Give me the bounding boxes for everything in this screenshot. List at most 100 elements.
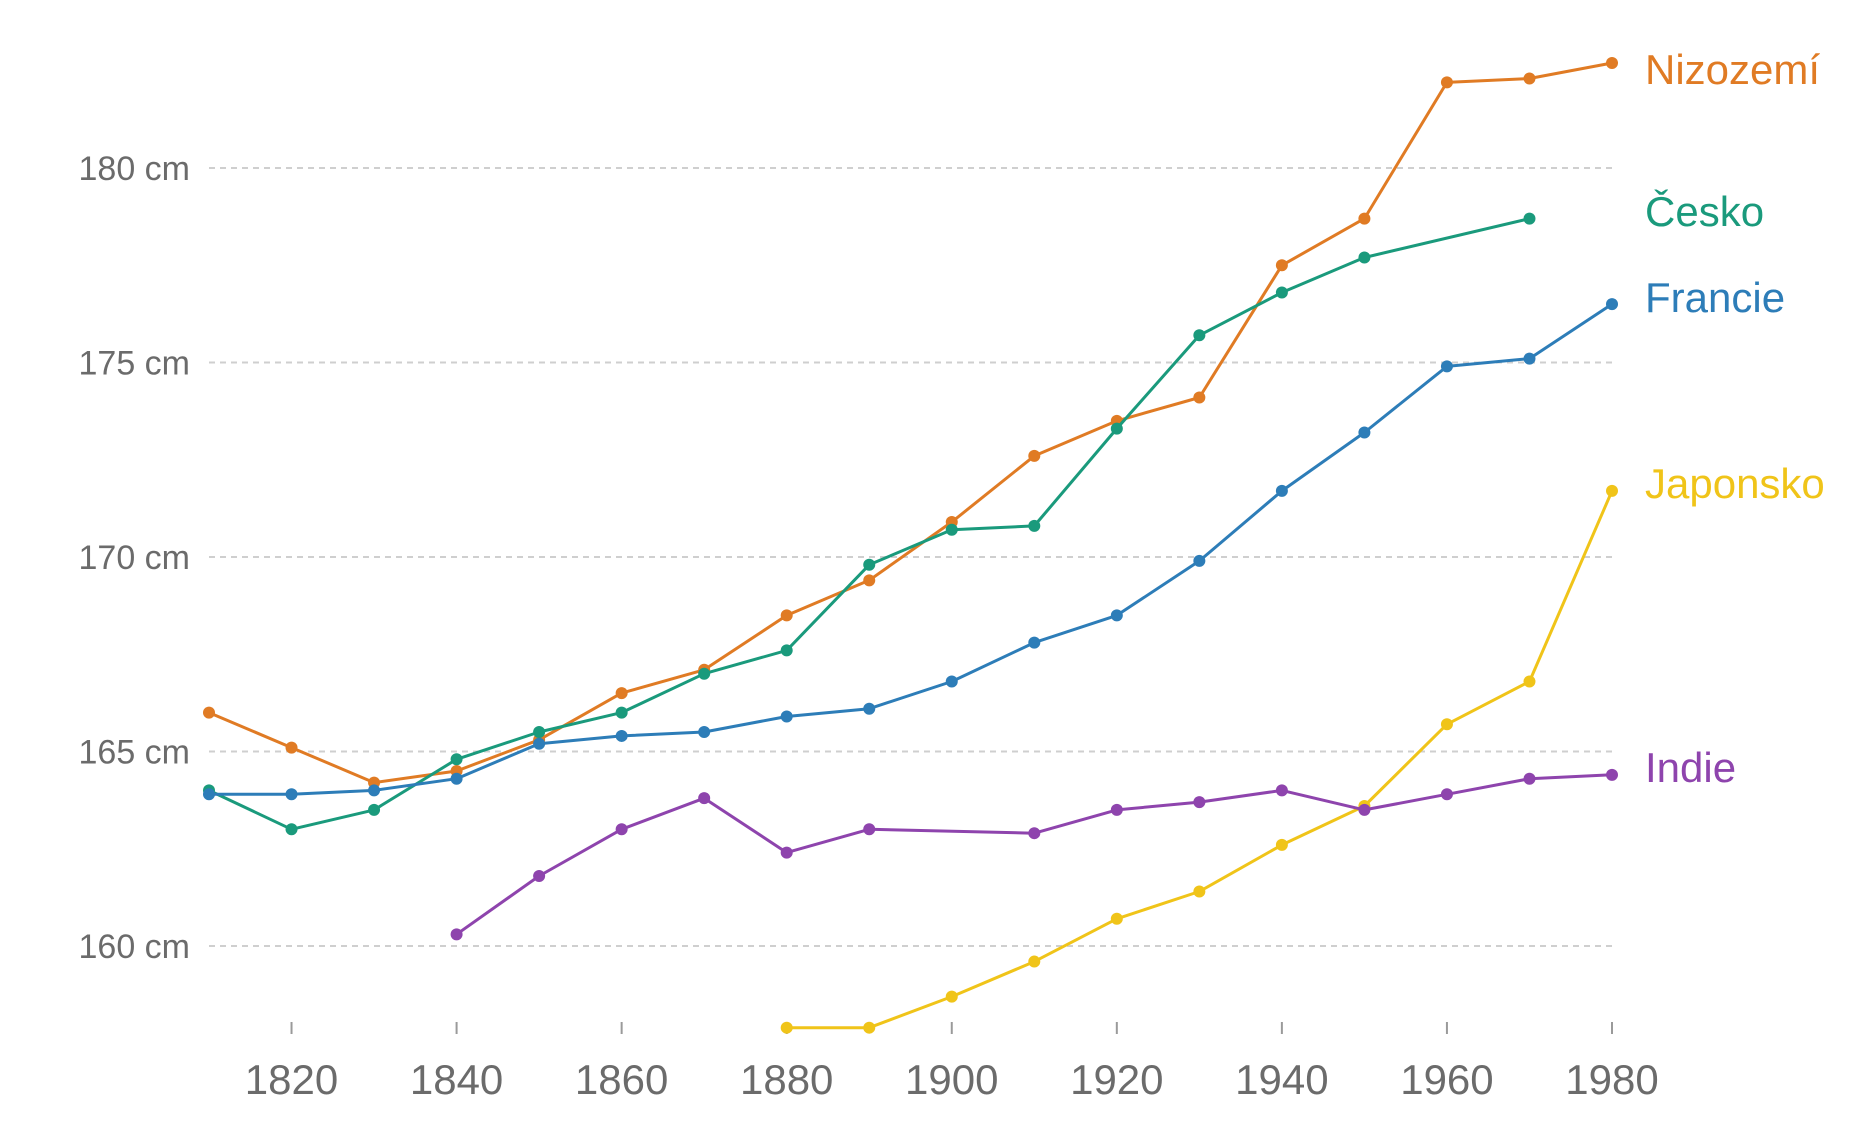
series-4 bbox=[450, 768, 1618, 941]
series-1 bbox=[203, 212, 1536, 836]
data-point bbox=[1110, 912, 1123, 925]
data-point bbox=[1110, 609, 1123, 622]
gridlines bbox=[209, 167, 1612, 947]
data-point bbox=[1028, 449, 1041, 462]
data-point bbox=[285, 741, 298, 754]
x-tick-label: 1860 bbox=[575, 1056, 668, 1103]
series-label: Indie bbox=[1645, 744, 1736, 791]
data-point bbox=[1440, 718, 1453, 731]
series-labels: Nizozemí Česko Francie Japonsko Indie bbox=[1645, 46, 1825, 791]
data-point bbox=[1275, 484, 1288, 497]
data-point bbox=[1028, 827, 1041, 840]
data-point bbox=[1523, 675, 1536, 688]
x-tick-label: 1880 bbox=[740, 1056, 833, 1103]
x-tick-label: 1840 bbox=[410, 1056, 503, 1103]
data-point bbox=[1275, 286, 1288, 299]
y-tick-label: 180 cm bbox=[79, 150, 191, 188]
data-point bbox=[450, 753, 463, 766]
series-label: Francie bbox=[1645, 274, 1785, 321]
x-tick-label: 1940 bbox=[1235, 1056, 1328, 1103]
data-point bbox=[945, 675, 958, 688]
data-point bbox=[863, 702, 876, 715]
data-point bbox=[1028, 519, 1041, 532]
y-tick-label: 175 cm bbox=[79, 345, 191, 383]
data-point bbox=[945, 990, 958, 1003]
data-point bbox=[1523, 72, 1536, 85]
series-label: Japonsko bbox=[1645, 460, 1825, 507]
data-point bbox=[1606, 484, 1618, 497]
data-point bbox=[285, 823, 298, 836]
data-point bbox=[1606, 298, 1618, 311]
data-point bbox=[1193, 885, 1206, 898]
data-point bbox=[1193, 329, 1206, 342]
data-point bbox=[1523, 352, 1536, 365]
series-line bbox=[207, 61, 1614, 785]
data-point bbox=[1358, 212, 1371, 225]
data-point bbox=[698, 667, 711, 680]
x-axis: 1820 1840 1860 1880 1900 1920 1940 1960 1980 bbox=[245, 1022, 1659, 1103]
series-0 bbox=[203, 56, 1618, 789]
data-point bbox=[863, 558, 876, 571]
data-point bbox=[780, 1021, 793, 1034]
x-tick-label: 1900 bbox=[905, 1056, 998, 1103]
data-point bbox=[1193, 796, 1206, 809]
data-point bbox=[1523, 212, 1536, 225]
data-point bbox=[780, 846, 793, 859]
y-tick-label: 160 cm bbox=[79, 928, 191, 966]
series-2 bbox=[203, 298, 1618, 801]
data-point bbox=[203, 706, 215, 719]
data-point bbox=[863, 823, 876, 836]
x-tick-label: 1920 bbox=[1070, 1056, 1163, 1103]
data-point bbox=[780, 710, 793, 723]
data-point bbox=[533, 737, 546, 750]
data-point bbox=[368, 803, 381, 816]
data-point bbox=[450, 928, 463, 941]
data-point bbox=[1440, 76, 1453, 89]
data-point bbox=[1193, 391, 1206, 404]
data-point bbox=[1028, 955, 1041, 968]
data-point bbox=[1193, 554, 1206, 567]
x-tick-label: 1820 bbox=[245, 1056, 338, 1103]
data-point bbox=[450, 772, 463, 785]
data-point bbox=[1275, 259, 1288, 272]
series-label: Nizozemí bbox=[1645, 46, 1820, 93]
data-point bbox=[615, 729, 628, 742]
data-point bbox=[1110, 803, 1123, 816]
data-point bbox=[1028, 636, 1041, 649]
data-point bbox=[698, 726, 711, 739]
data-point bbox=[1523, 772, 1536, 785]
data-point bbox=[533, 869, 546, 882]
y-tick-label: 170 cm bbox=[79, 539, 191, 577]
data-point bbox=[780, 609, 793, 622]
data-point bbox=[863, 574, 876, 587]
data-point bbox=[780, 644, 793, 657]
data-point bbox=[1358, 251, 1371, 264]
data-point bbox=[615, 706, 628, 719]
data-point bbox=[533, 726, 546, 739]
data-point bbox=[1358, 803, 1371, 816]
data-point bbox=[1440, 788, 1453, 801]
data-point bbox=[698, 792, 711, 805]
data-point bbox=[1440, 360, 1453, 373]
data-point bbox=[945, 523, 958, 536]
data-point bbox=[615, 687, 628, 700]
data-point bbox=[368, 784, 381, 797]
series-line bbox=[207, 217, 1531, 831]
data-point bbox=[1606, 56, 1618, 69]
data-point bbox=[285, 788, 298, 801]
x-tick-label: 1960 bbox=[1400, 1056, 1493, 1103]
data-point bbox=[1275, 784, 1288, 797]
data-point bbox=[1606, 768, 1618, 781]
series-line bbox=[455, 773, 1614, 936]
series-lines bbox=[203, 56, 1618, 1034]
x-tick-label: 1980 bbox=[1565, 1056, 1658, 1103]
data-point bbox=[863, 1021, 876, 1034]
data-point bbox=[1110, 422, 1123, 435]
y-tick-label: 165 cm bbox=[79, 734, 191, 772]
series-line bbox=[207, 302, 1614, 796]
series-3 bbox=[780, 484, 1618, 1034]
data-point bbox=[1358, 426, 1371, 439]
series-label: Česko bbox=[1645, 188, 1764, 235]
